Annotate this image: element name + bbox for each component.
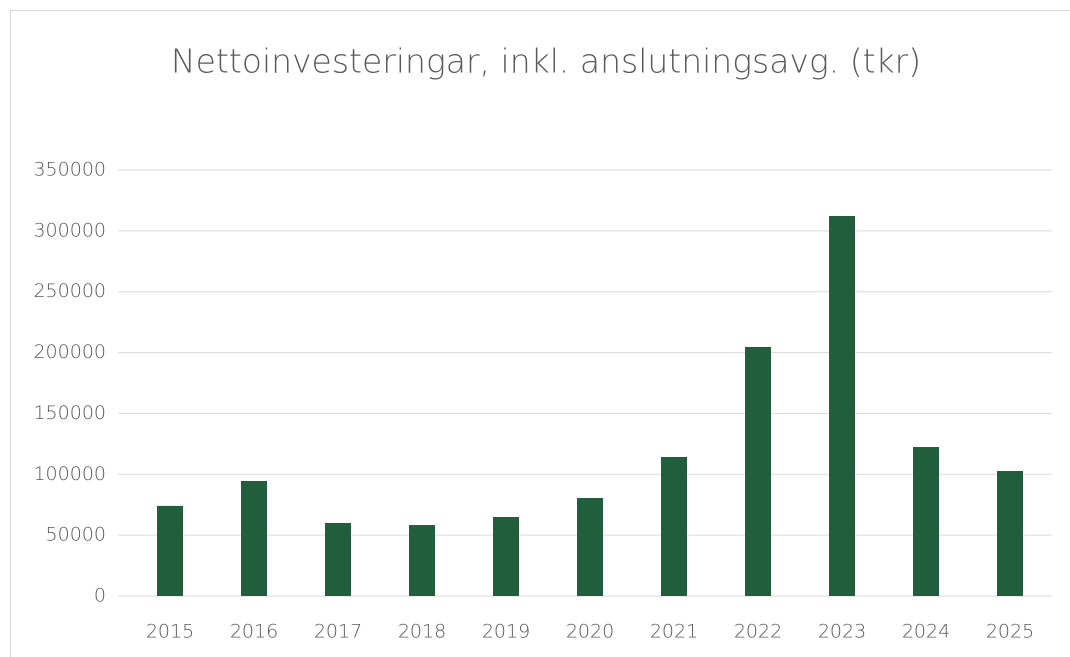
bar [493, 517, 519, 596]
x-tick-label: 2025 [986, 621, 1034, 643]
bar [997, 470, 1023, 596]
x-tick-label: 2024 [902, 621, 950, 643]
bar [661, 457, 687, 596]
bar [241, 480, 267, 596]
y-tick-label: 200000 [33, 341, 106, 363]
y-tick-label: 350000 [33, 159, 106, 181]
bar [325, 522, 351, 596]
y-tick-label: 100000 [33, 463, 106, 485]
bar [829, 216, 855, 596]
y-tick-label: 150000 [33, 402, 106, 424]
y-tick-label: 300000 [33, 219, 106, 241]
x-tick-label: 2021 [650, 621, 698, 643]
x-tick-label: 2020 [566, 621, 614, 643]
x-tick-label: 2015 [146, 621, 194, 643]
chart-title: Nettoinvesteringar, inkl. anslutningsavg… [171, 42, 921, 81]
x-tick-label: 2017 [314, 621, 362, 643]
y-tick-label: 250000 [33, 280, 106, 302]
bar [577, 498, 603, 596]
x-tick-label: 2018 [398, 621, 446, 643]
x-tick-label: 2022 [734, 621, 782, 643]
bar [157, 505, 183, 596]
x-tick-label: 2016 [230, 621, 278, 643]
y-tick-label: 50000 [46, 524, 106, 546]
x-tick-label: 2023 [818, 621, 866, 643]
bar [409, 525, 435, 596]
chart-frame [10, 10, 1070, 657]
y-tick-label: 0 [94, 585, 106, 607]
x-tick-label: 2019 [482, 621, 530, 643]
bar [913, 447, 939, 596]
bar [745, 346, 771, 596]
